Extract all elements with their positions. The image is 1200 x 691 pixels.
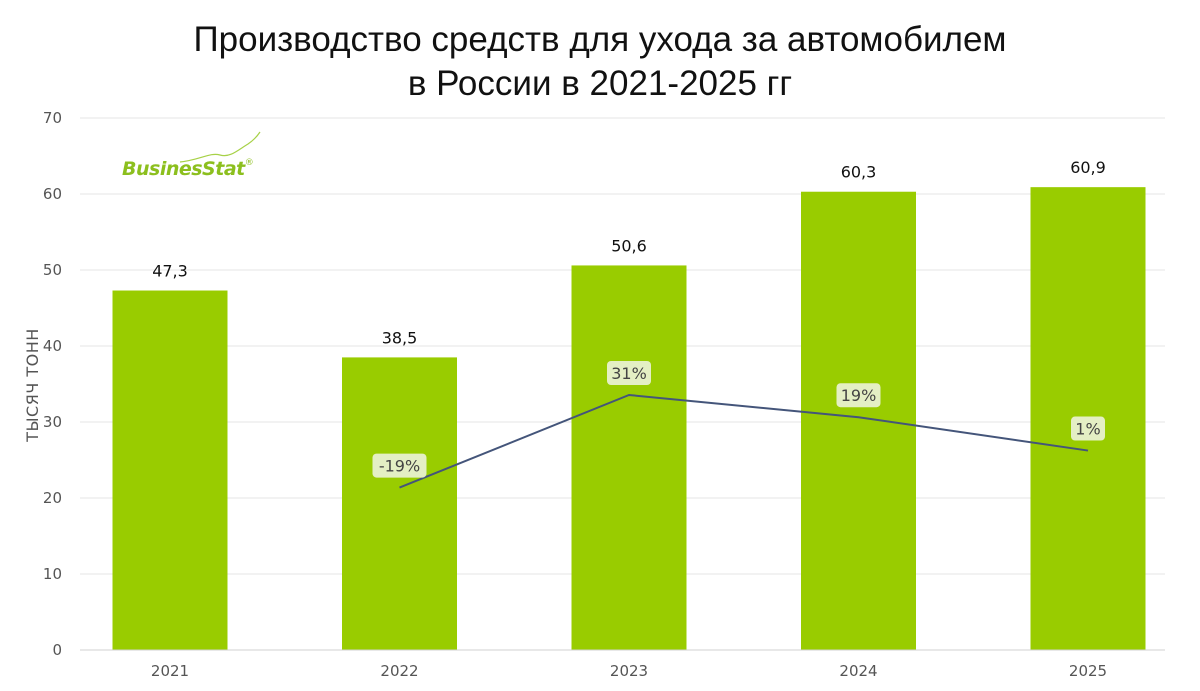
- growth-line: [399, 393, 1089, 489]
- bar-value-label: 38,5: [382, 328, 418, 347]
- y-tick-label: 10: [43, 565, 62, 583]
- growth-label: 1%: [1075, 420, 1100, 439]
- growth-label: 19%: [841, 386, 877, 405]
- x-tick-label: 2021: [151, 662, 189, 680]
- x-tick-label: 2025: [1069, 662, 1107, 680]
- growth-label: -19%: [379, 457, 420, 476]
- x-tick-label: 2024: [839, 662, 877, 680]
- y-axis-label: ТЫСЯЧ ТОНН: [23, 328, 42, 443]
- growth-label-box: [1071, 416, 1105, 441]
- businesstat-logo: BusinesStat®: [120, 130, 270, 190]
- logo-registered-mark: ®: [244, 158, 254, 168]
- chart-title-line-1: Производство средств для ухода за автомо…: [193, 20, 1007, 59]
- y-tick-label: 20: [43, 489, 62, 507]
- bar-value-label: 60,9: [1070, 158, 1106, 177]
- y-tick-label: 0: [52, 641, 62, 659]
- logo-text: BusinesStat®: [122, 158, 254, 180]
- growth-label-box: [836, 383, 881, 408]
- y-tick-label: 40: [43, 337, 62, 355]
- bar-value-label: 60,3: [841, 163, 877, 182]
- bar-2022: [342, 357, 457, 650]
- bar-value-label: 50,6: [611, 236, 647, 255]
- y-tick-label: 30: [43, 413, 62, 431]
- x-tick-label: 2022: [380, 662, 418, 680]
- logo-wordmark: BusinesStat: [122, 158, 245, 180]
- chart-title: Производство средств для ухода за автомо…: [0, 18, 1200, 106]
- bar-2021: [112, 290, 228, 650]
- logo-swoosh-icon: [179, 131, 261, 163]
- x-tick-label: 2023: [610, 662, 648, 680]
- growth-label-box: [372, 453, 427, 478]
- growth-label: 31%: [611, 364, 647, 383]
- y-tick-label: 50: [43, 261, 62, 279]
- y-tick-label: 70: [43, 109, 62, 127]
- growth-label-box: [607, 361, 651, 385]
- y-tick-label: 60: [43, 185, 62, 203]
- bar-2023: [571, 265, 687, 650]
- bar-value-label: 47,3: [152, 262, 188, 281]
- bar-2024: [801, 191, 916, 650]
- chart-title-line-2: в России в 2021-2025 гг: [407, 64, 793, 103]
